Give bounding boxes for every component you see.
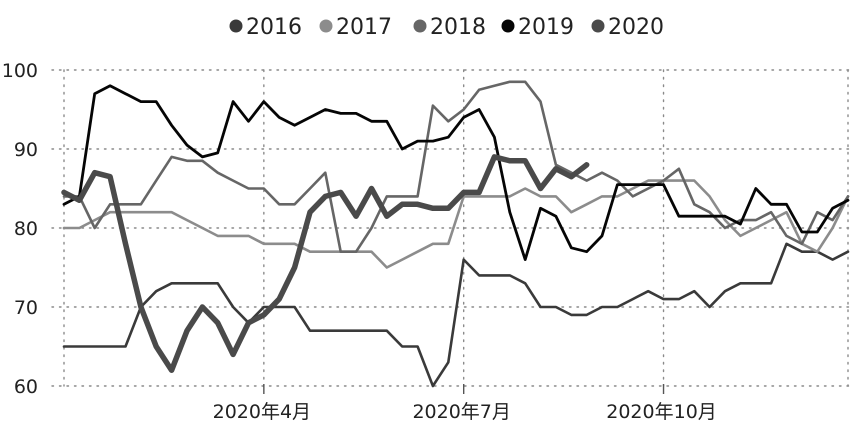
series-line-2017 — [62, 179, 850, 269]
legend-marker — [591, 19, 605, 33]
y-tick-label: 80 — [14, 218, 38, 240]
legend-marker — [413, 19, 427, 33]
y-tick-label: 90 — [14, 139, 38, 161]
legend-marker — [501, 19, 515, 33]
legend-label: 2020 — [608, 15, 664, 40]
series-lines — [61, 80, 850, 388]
x-tick-label: 2020年10月 — [606, 401, 717, 423]
y-tick-label: 60 — [14, 376, 38, 398]
legend-label: 2019 — [518, 15, 574, 40]
series-line-2018 — [62, 80, 850, 253]
y-tick-label: 70 — [14, 297, 38, 319]
series-line-2016 — [62, 242, 850, 388]
legend: 2016 2017 2018 2019 2020 — [229, 15, 664, 40]
y-axis: 60 70 80 90 100 — [2, 60, 38, 398]
grid-lines — [51, 69, 853, 387]
y-tick-label: 100 — [2, 60, 38, 82]
legend-marker — [319, 19, 333, 33]
x-axis-labels: 2020年4月 2020年7月 2020年10月 — [213, 401, 717, 423]
x-tick-label: 2020年7月 — [412, 401, 510, 423]
legend-marker — [229, 19, 243, 33]
series-line-2020 — [61, 154, 590, 373]
legend-label: 2016 — [246, 15, 302, 40]
legend-label: 2018 — [430, 15, 486, 40]
x-axis — [263, 384, 665, 394]
x-tick-label: 2020年4月 — [213, 401, 311, 423]
series-line-2019 — [62, 84, 850, 262]
legend-label: 2017 — [336, 15, 392, 40]
